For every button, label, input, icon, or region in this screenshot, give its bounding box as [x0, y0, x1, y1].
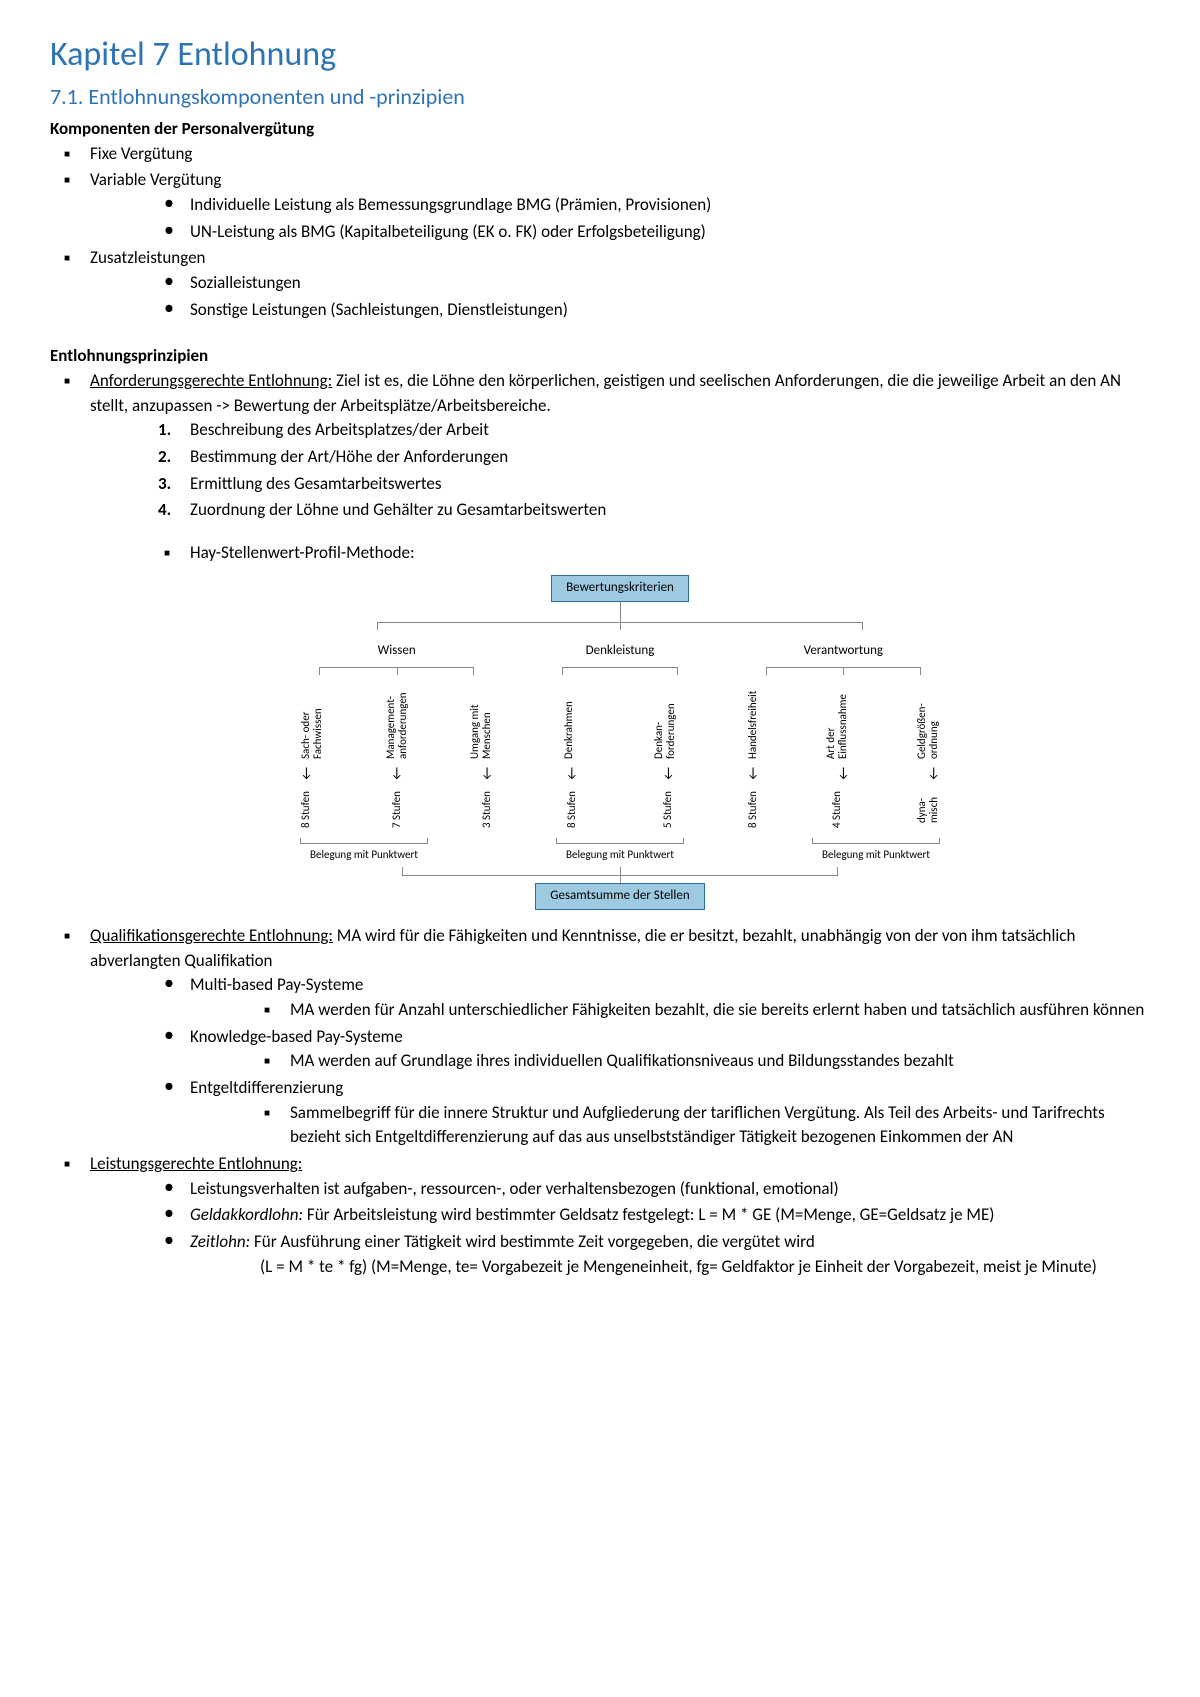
diagram-stufen: 3 Stufen [481, 785, 493, 835]
term: Geldakkordlohn: [190, 1204, 303, 1225]
subsection-title: Entlohnungsprinzipien [50, 344, 1150, 369]
diagram-group-label: Denkleistung [582, 642, 659, 661]
diagram-leaf: Handelsfreiheit [747, 681, 759, 759]
subsection-title: Komponenten der Personalvergütung [50, 117, 1150, 142]
principle-title: Qualifikationsgerechte Entlohnung: [90, 925, 333, 946]
diagram-leaf: Art der Einflussnahme [825, 681, 849, 759]
list-item-label: Multi-based Pay-Systeme [190, 974, 363, 995]
components-list: Fixe Vergütung Variable Vergütung Indivi… [50, 142, 1150, 322]
list-item: Beschreibung des Arbeitsplatzes/der Arbe… [150, 418, 1150, 443]
term-text: Für Arbeitsleistung wird bestimmter Geld… [303, 1204, 994, 1225]
list-item: Hay-Stellenwert-Profil-Methode: [150, 541, 1150, 566]
diagram-caption: Belegung mit Punktwert [556, 843, 684, 863]
steps-list: Beschreibung des Arbeitsplatzes/der Arbe… [150, 418, 1150, 523]
diagram-root-box: Bewertungskriterien [551, 575, 689, 602]
list-item: Variable Vergütung Individuelle Leistung… [50, 168, 1150, 244]
list-item: Sonstige Leistungen (Sachleistungen, Die… [150, 298, 1150, 323]
list-item: Leistungsgerechte Entlohnung: Leistungsv… [50, 1152, 1150, 1279]
diagram-stufen: 8 Stufen [747, 785, 759, 835]
diagram-leaf: Denkrahmen [563, 681, 575, 759]
diagram-stufen: 7 Stufen [391, 785, 403, 835]
diagram-stufen: dyna- misch [916, 785, 940, 835]
list-item: Multi-based Pay-Systeme MA werden für An… [150, 973, 1150, 1022]
principles-list: Anforderungsgerechte Entlohnung: Ziel is… [50, 369, 1150, 1279]
list-item: Geldakkordlohn: Für Arbeitsleistung wird… [150, 1203, 1150, 1228]
list-item: Zuordnung der Löhne und Gehälter zu Gesa… [150, 498, 1150, 523]
diagram-stufen: 5 Stufen [662, 785, 674, 835]
list-item-label: Zusatzleistungen [90, 247, 205, 268]
section-title: 7.1. Entlohnungskomponenten und -prinzip… [50, 81, 1150, 113]
chapter-title: Kapitel 7 Entlohnung [50, 30, 1150, 79]
principle-title: Anforderungsgerechte Entlohnung: [90, 370, 332, 391]
continuation-text: (L = M * te * fg) (M=Menge, te= Vorgabez… [190, 1255, 1150, 1280]
list-item: Fixe Vergütung [50, 142, 1150, 167]
list-item: Ermittlung des Gesamtarbeitswertes [150, 472, 1150, 497]
diagram-caption: Belegung mit Punktwert [300, 843, 428, 863]
list-item: MA werden für Anzahl unterschiedlicher F… [250, 998, 1150, 1023]
list-item: Leistungsverhalten ist aufgaben-, ressou… [150, 1177, 1150, 1202]
diagram-leaf: Sach- oder Fachwissen [300, 681, 324, 759]
diagram-stufen: 8 Stufen [300, 785, 312, 835]
list-item: Individuelle Leistung als Bemessungsgrun… [150, 193, 1150, 218]
list-item: UN-Leistung als BMG (Kapitalbeteiligung … [150, 220, 1150, 245]
list-item: MA werden auf Grundlage ihres individuel… [250, 1049, 1150, 1074]
list-item: Entgeltdifferenzierung Sammelbegriff für… [150, 1076, 1150, 1150]
diagram-leaf: Geldgrößen- ordnung [916, 681, 940, 759]
term: Zeitlohn: [190, 1231, 250, 1252]
list-item-label: Entgeltdifferenzierung [190, 1077, 343, 1098]
diagram-leaf: Management- anforderungen [385, 681, 409, 759]
list-item: Anforderungsgerechte Entlohnung: Ziel is… [50, 369, 1150, 910]
list-item-label: Variable Vergütung [90, 169, 221, 190]
term-text: Für Ausführung einer Tätigkeit wird best… [250, 1231, 815, 1252]
diagram-stufen: 4 Stufen [831, 785, 843, 835]
list-item-label: Knowledge-based Pay-Systeme [190, 1026, 403, 1047]
list-item: Zeitlohn: Für Ausführung einer Tätigkeit… [150, 1230, 1150, 1279]
list-item: Knowledge-based Pay-Systeme MA werden au… [150, 1025, 1150, 1074]
list-item: Bestimmung der Art/Höhe der Anforderunge… [150, 445, 1150, 470]
hay-diagram: Bewertungskriterien Wissen Denkleistung … [300, 575, 940, 910]
list-item: Zusatzleistungen Sozialleistungen Sonsti… [50, 246, 1150, 322]
diagram-bottom-box: Gesamtsumme der Stellen [535, 883, 704, 910]
diagram-group-label: Verantwortung [800, 642, 887, 661]
diagram-leaf: Umgang mit Menschen [469, 681, 493, 759]
list-item: Sammelbegriff für die innere Struktur un… [250, 1101, 1150, 1150]
principle-title: Leistungsgerechte Entlohnung: [90, 1153, 302, 1174]
diagram-stufen: 8 Stufen [566, 785, 578, 835]
diagram-group-label: Wissen [374, 642, 420, 661]
list-item: Qualifikationsgerechte Entlohnung: MA wi… [50, 924, 1150, 1150]
diagram-caption: Belegung mit Punktwert [812, 843, 940, 863]
list-item: Sozialleistungen [150, 271, 1150, 296]
diagram-leaf: Denkan- forderungen [653, 681, 677, 759]
